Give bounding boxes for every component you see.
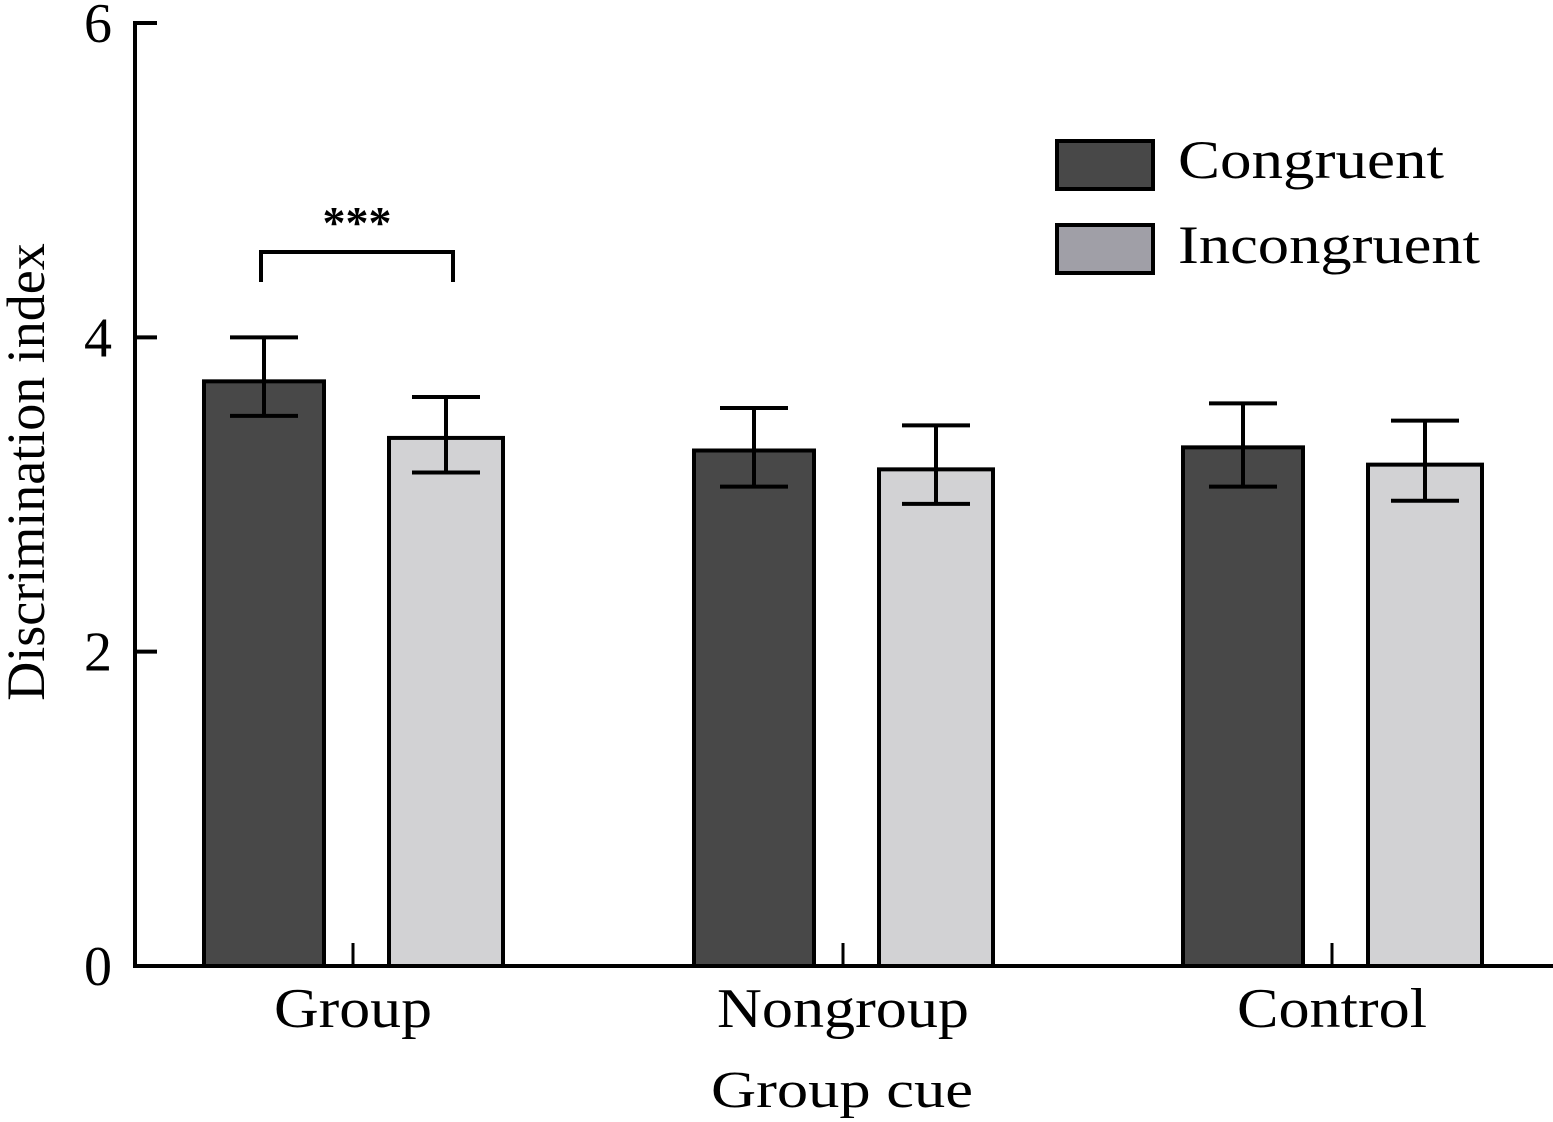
- significance-stars: ***: [323, 197, 392, 248]
- bar-group-congruent: [202, 379, 326, 968]
- x-tick-label-nongroup: Nongroup: [717, 978, 969, 1040]
- y-tick-label: 2: [84, 622, 112, 684]
- legend-swatch-congruent: [1055, 139, 1155, 191]
- error-bar-group-incongruent: [412, 395, 480, 475]
- legend-label-incongruent: Incongruent: [1178, 215, 1480, 275]
- legend: Congruent Incongruent: [1055, 130, 1480, 275]
- bar-control-incongruent: [1366, 462, 1484, 968]
- y-tick-label: 6: [84, 0, 112, 55]
- y-ticks-layer: 0 2 4 6: [84, 0, 157, 998]
- x-tick-label-group: Group: [274, 978, 432, 1040]
- error-bar-control-congruent: [1209, 401, 1277, 489]
- error-bar-group-congruent: [230, 335, 298, 418]
- bars-layer: [202, 379, 1484, 969]
- bar-control-congruent: [1181, 445, 1305, 969]
- legend-label-congruent: Congruent: [1178, 130, 1444, 190]
- error-bars-layer: [230, 335, 1459, 506]
- error-bar-nongroup-incongruent: [902, 423, 970, 506]
- x-tick-label-control: Control: [1237, 978, 1427, 1040]
- bar-nongroup-incongruent: [877, 467, 995, 968]
- legend-swatch-incongruent: [1055, 223, 1155, 275]
- bar-nongroup-congruent: [692, 448, 816, 968]
- x-ticks-layer: Group Nongroup Control: [274, 943, 1427, 1040]
- error-bar-nongroup-congruent: [720, 406, 788, 489]
- significance-annotation: ***: [259, 197, 455, 282]
- y-tick-label: 0: [84, 936, 112, 998]
- y-axis-label: Discrimination index: [0, 243, 56, 700]
- error-bar-control-incongruent: [1391, 418, 1459, 503]
- bar-group-incongruent: [387, 435, 505, 969]
- x-axis-label: Group cue: [711, 1062, 973, 1119]
- y-tick-label: 4: [84, 307, 112, 369]
- significance-bracket: [259, 250, 455, 282]
